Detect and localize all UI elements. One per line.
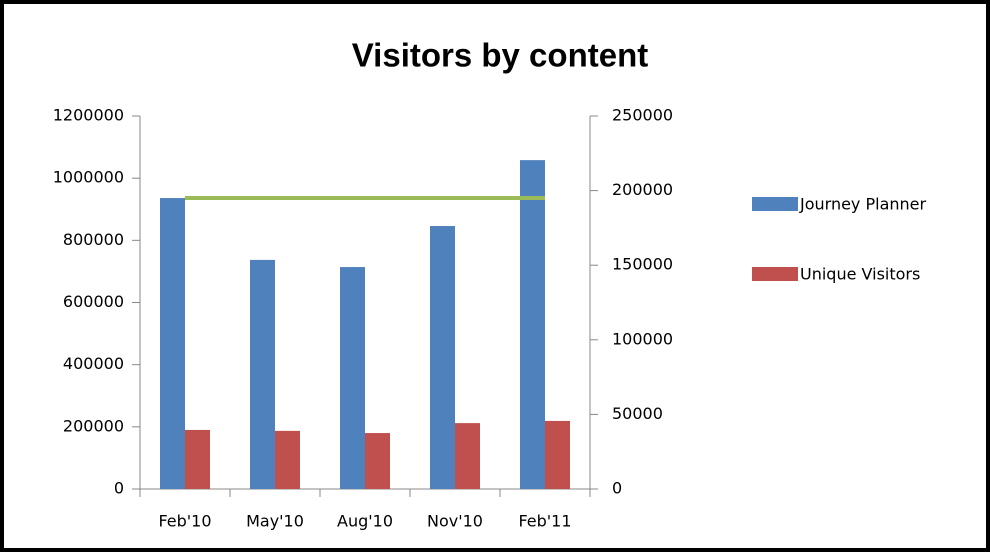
y-tick-label: 0 <box>114 479 124 498</box>
x-tick-label: May'10 <box>246 512 304 531</box>
legend-label: Journey Planner <box>799 195 927 214</box>
x-tick-label: Nov'10 <box>427 512 483 531</box>
y2-tick-label: 150000 <box>612 255 673 274</box>
bar <box>365 433 390 489</box>
y-tick-label: 800000 <box>63 230 124 249</box>
bar <box>250 259 275 489</box>
y-tick-label: 600000 <box>63 292 124 311</box>
bar <box>275 430 300 489</box>
legend-swatch <box>752 267 798 281</box>
y2-tick-label: 0 <box>612 479 622 498</box>
y2-tick-label: 200000 <box>612 180 673 199</box>
x-tick-label: Aug'10 <box>337 512 393 531</box>
legend-swatch <box>752 197 798 211</box>
bar <box>340 267 365 489</box>
y-tick-label: 1000000 <box>53 168 124 187</box>
bar <box>455 423 480 489</box>
x-tick-label: Feb'10 <box>158 512 211 531</box>
bar <box>185 429 210 489</box>
bar <box>520 160 545 489</box>
y-tick-label: 400000 <box>63 354 124 373</box>
bar <box>545 420 570 489</box>
y-tick-label: 200000 <box>63 416 124 435</box>
y2-tick-label: 50000 <box>612 404 663 423</box>
bar <box>430 226 455 489</box>
legend-label: Unique Visitors <box>800 265 920 284</box>
x-tick-label: Feb'11 <box>518 512 571 531</box>
bar <box>160 198 185 489</box>
y2-tick-label: 250000 <box>612 106 673 125</box>
y2-tick-label: 100000 <box>612 329 673 348</box>
y-tick-label: 1200000 <box>53 106 124 125</box>
chart-title: Visitors by content <box>352 37 648 74</box>
